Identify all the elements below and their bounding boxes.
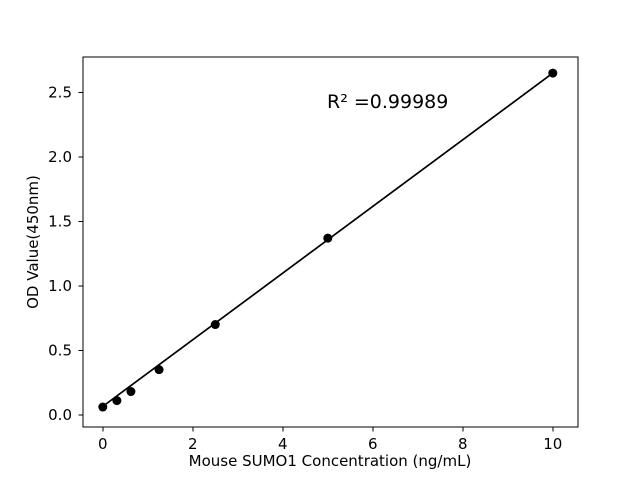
y-axis-label: OD Value(450nm): [24, 175, 42, 309]
data-point: [98, 402, 108, 412]
y-tick-label: 2.0: [48, 148, 72, 166]
x-tick-label: 4: [278, 435, 288, 453]
data-point: [112, 396, 122, 406]
axis-ticks: 0 2 4 6 8 10 0.0 0.5 1.0 1.5 2.0 2.5: [48, 84, 562, 453]
y-tick-label: 1.5: [48, 213, 72, 231]
data-point: [126, 387, 136, 397]
axes-frame: [82, 56, 579, 428]
y-tick-label: 2.5: [48, 84, 72, 102]
x-tick-label: 6: [368, 435, 378, 453]
x-tick-label: 0: [98, 435, 108, 453]
data-point: [323, 233, 333, 243]
x-tick-label: 2: [188, 435, 198, 453]
data-point: [548, 68, 558, 78]
data-point: [154, 365, 164, 375]
x-tick-label: 8: [458, 435, 468, 453]
data-series: [98, 68, 558, 412]
data-point: [210, 320, 220, 330]
r-squared-annotation: R² =0.99989: [327, 91, 448, 113]
x-axis-label: Mouse SUMO1 Concentration (ng/mL): [189, 452, 472, 470]
x-tick-label: 10: [543, 435, 562, 453]
y-tick-label: 1.0: [48, 277, 72, 295]
y-tick-label: 0.5: [48, 341, 72, 359]
y-tick-label: 0.0: [48, 406, 72, 424]
